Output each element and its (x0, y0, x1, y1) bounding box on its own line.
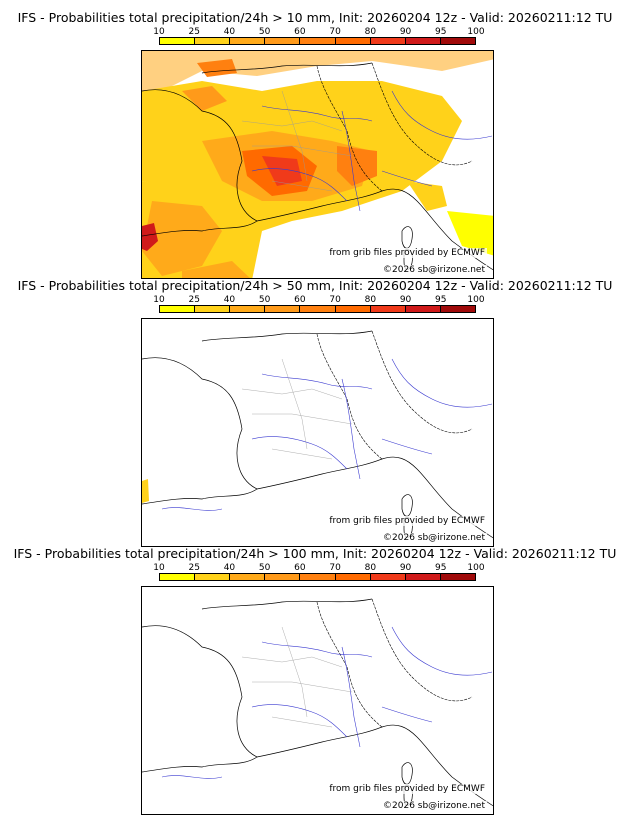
colorbar (159, 37, 476, 45)
colorbar-segment (300, 574, 336, 580)
panel-title: IFS - Probabilities total precipitation/… (17, 278, 613, 293)
map-panel-50mm: IFS - Probabilities total precipitation/… (0, 278, 630, 548)
admin-lines (241, 626, 353, 728)
colorbar-tick-label: 90 (399, 27, 412, 37)
colorbar-tick-label: 100 (467, 27, 485, 37)
rivers (161, 358, 493, 511)
colorbar-segment (405, 574, 441, 580)
colorbar (159, 305, 476, 313)
admin-lines (241, 90, 353, 192)
source-credit: from grib files provided by ECMWF (327, 248, 487, 258)
colorbar-tick-label: 70 (329, 295, 341, 305)
rivers (251, 90, 493, 212)
colorbar-tick-label: 80 (364, 27, 377, 37)
copyright-credit: ©2026 sb@irizone.net (381, 533, 487, 543)
colorbar-segment (160, 38, 196, 44)
colorbar-tick-label: 60 (294, 295, 306, 305)
borders (316, 62, 473, 192)
colorbar-tick-label: 10 (153, 27, 165, 37)
colorbar-segment (370, 38, 406, 44)
colorbar-segment (335, 306, 371, 312)
colorbar-segment (230, 574, 266, 580)
colorbar-segment (195, 38, 231, 44)
colorbar-segment (265, 574, 301, 580)
colorbar-tick-label: 60 (294, 563, 306, 573)
map-panel-10mm: IFS - Probabilities total precipitation/… (0, 10, 630, 280)
colorbar-segment (230, 38, 266, 44)
colorbar-segment (370, 574, 406, 580)
colorbar-segment (160, 574, 196, 580)
precip-field (142, 51, 493, 278)
colorbar-segment (265, 38, 301, 44)
colorbar-segment (405, 306, 441, 312)
map-graphic (142, 51, 493, 278)
panel-title: IFS - Probabilities total precipitation/… (13, 546, 617, 561)
colorbar-segment (440, 38, 475, 44)
colorbar-segment (335, 38, 371, 44)
colorbar-tick-label: 70 (329, 563, 341, 573)
colorbar-segment (265, 306, 301, 312)
colorbar-tick-label: 95 (435, 563, 447, 573)
colorbar-segment (195, 574, 231, 580)
colorbar-tick-label: 10 (153, 563, 165, 573)
colorbar-segment (370, 306, 406, 312)
colorbar-tick-labels: 10 25 40 50 60 70 80 90 95 100 (153, 563, 484, 573)
coastlines (142, 62, 493, 271)
colorbar-tick-label: 10 (153, 295, 165, 305)
colorbar-segment (300, 38, 336, 44)
colorbar-tick-label: 95 (435, 27, 447, 37)
map-panel-100mm: IFS - Probabilities total precipitation/… (0, 546, 630, 816)
colorbar-segment (300, 306, 336, 312)
map-graphic (142, 598, 493, 807)
borders (316, 598, 473, 728)
colorbar-tick-label: 40 (223, 27, 236, 37)
colorbar-tick-label: 25 (188, 27, 200, 37)
colorbar-tick-label: 95 (435, 295, 447, 305)
colorbar-tick-label: 60 (294, 27, 306, 37)
colorbar-tick-label: 80 (364, 563, 377, 573)
source-credit: from grib files provided by ECMWF (327, 784, 487, 794)
colorbar-segment (195, 306, 231, 312)
colorbar-tick-label: 25 (188, 563, 200, 573)
map-graphic (142, 330, 493, 539)
colorbar-segment (440, 306, 475, 312)
colorbar-tick-label: 40 (223, 295, 236, 305)
colorbar-segment (230, 306, 266, 312)
colorbar (159, 573, 476, 581)
borders (316, 330, 473, 460)
panel-title: IFS - Probabilities total precipitation/… (17, 10, 613, 25)
colorbar-segment (335, 574, 371, 580)
colorbar-tick-labels: 10 25 40 50 60 70 80 90 95 100 (153, 27, 484, 37)
copyright-credit: ©2026 sb@irizone.net (381, 265, 487, 275)
precipitation-map: from grib files provided by ECMWF ©2026 … (141, 586, 494, 815)
colorbar-tick-label: 40 (223, 563, 236, 573)
source-credit: from grib files provided by ECMWF (327, 516, 487, 526)
precipitation-map: from grib files provided by ECMWF ©2026 … (141, 318, 494, 547)
colorbar-tick-label: 100 (467, 563, 485, 573)
colorbar-tick-label: 50 (258, 27, 271, 37)
rivers (161, 626, 493, 779)
colorbar-segment (160, 306, 196, 312)
coastlines (142, 330, 493, 539)
colorbar-tick-label: 25 (188, 295, 200, 305)
coastlines (142, 598, 493, 807)
colorbar-tick-label: 90 (399, 563, 412, 573)
copyright-credit: ©2026 sb@irizone.net (381, 801, 487, 811)
colorbar-tick-label: 70 (329, 27, 341, 37)
colorbar-segment (405, 38, 441, 44)
admin-lines (241, 358, 353, 460)
colorbar-tick-label: 100 (467, 295, 485, 305)
colorbar-tick-labels: 10 25 40 50 60 70 80 90 95 100 (153, 295, 484, 305)
colorbar-segment (440, 574, 475, 580)
colorbar-tick-label: 50 (258, 295, 271, 305)
precip-field (142, 479, 149, 503)
colorbar-tick-label: 50 (258, 563, 271, 573)
colorbar-tick-label: 80 (364, 295, 377, 305)
precipitation-map: from grib files provided by ECMWF ©2026 … (141, 50, 494, 279)
colorbar-tick-label: 90 (399, 295, 412, 305)
